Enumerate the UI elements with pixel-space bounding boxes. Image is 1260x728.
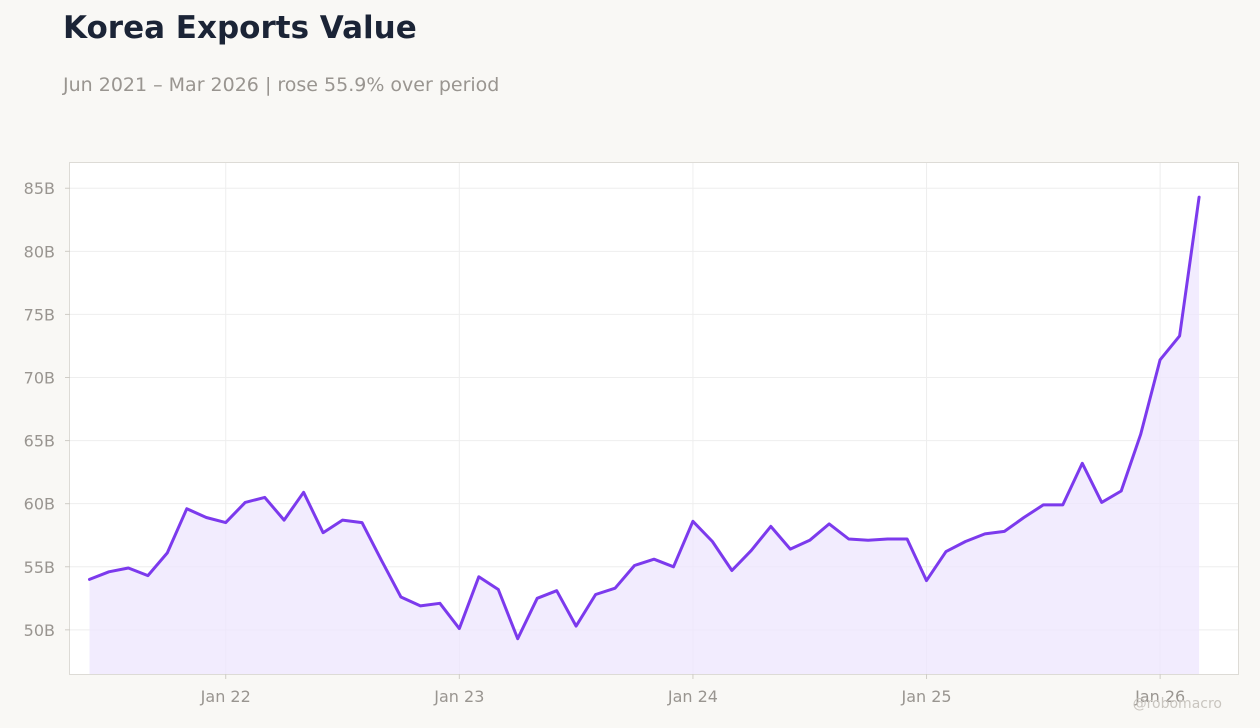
data-point xyxy=(418,604,422,608)
data-point xyxy=(925,579,929,583)
data-point xyxy=(1041,503,1045,507)
data-point xyxy=(126,566,130,570)
data-point xyxy=(1002,529,1006,533)
data-point xyxy=(302,490,306,494)
series-area-fill xyxy=(89,197,1200,674)
data-point xyxy=(788,547,792,551)
data-point xyxy=(710,540,714,544)
axis-labels: 50B 55B 60B 65B 70B 75B 80B 85B Jan 22 Jan 23 Jan … xyxy=(24,179,1186,706)
y-tick-label: 60B xyxy=(24,495,55,514)
x-tick-label: Jan 25 xyxy=(900,687,951,706)
data-point xyxy=(574,624,578,628)
data-point xyxy=(477,575,481,579)
data-point xyxy=(594,593,598,597)
data-point xyxy=(769,524,773,528)
data-point xyxy=(827,522,831,526)
data-point xyxy=(146,574,150,578)
y-tick-label: 70B xyxy=(24,368,55,387)
data-point xyxy=(944,550,948,554)
x-tick-label: Jan 24 xyxy=(667,687,718,706)
data-point xyxy=(1139,432,1143,436)
chart-title: Korea Exports Value xyxy=(63,10,417,46)
data-point xyxy=(399,595,403,599)
data-point xyxy=(263,495,267,499)
y-tick-label: 50B xyxy=(24,621,55,640)
data-point xyxy=(866,538,870,542)
series-line xyxy=(88,195,1201,641)
data-point xyxy=(496,588,500,592)
y-tick-label: 75B xyxy=(24,305,55,324)
data-point xyxy=(282,518,286,522)
data-point xyxy=(516,637,520,641)
data-point xyxy=(165,551,169,555)
data-point xyxy=(321,531,325,535)
data-point xyxy=(457,627,461,631)
data-point xyxy=(341,518,345,522)
data-point xyxy=(1119,489,1123,493)
data-point xyxy=(652,557,656,561)
data-point xyxy=(107,570,111,574)
data-point xyxy=(535,596,539,600)
data-point xyxy=(1158,358,1162,362)
y-tick-label: 65B xyxy=(24,432,55,451)
x-tick-label: Jan 22 xyxy=(200,687,251,706)
data-point xyxy=(1022,516,1026,520)
data-point xyxy=(185,507,189,511)
data-point xyxy=(691,519,695,523)
data-point xyxy=(633,564,637,568)
y-tick-label: 80B xyxy=(24,242,55,261)
data-point xyxy=(847,537,851,541)
data-point xyxy=(88,577,92,581)
x-tick-label: Jan 26 xyxy=(1134,687,1185,706)
data-point xyxy=(613,586,617,590)
data-point xyxy=(905,537,909,541)
data-point xyxy=(672,565,676,569)
data-point xyxy=(243,500,247,504)
data-point xyxy=(360,521,364,525)
data-point xyxy=(730,569,734,573)
data-point xyxy=(555,589,559,593)
data-point xyxy=(1100,500,1104,504)
data-point xyxy=(983,532,987,536)
area-layer xyxy=(88,195,1201,674)
y-tick-label: 85B xyxy=(24,179,55,198)
watermark: @robomacro xyxy=(1132,696,1222,712)
data-point xyxy=(1080,461,1084,465)
chart-subtitle: Jun 2021 – Mar 2026 | rose 55.9% over pe… xyxy=(63,74,500,96)
data-point xyxy=(1197,195,1201,199)
data-point xyxy=(808,538,812,542)
data-point xyxy=(886,537,890,541)
data-point xyxy=(380,558,384,562)
y-tick-label: 55B xyxy=(24,558,55,577)
data-point xyxy=(1061,503,1065,507)
data-point xyxy=(964,540,968,544)
data-point xyxy=(1178,334,1182,338)
data-point xyxy=(749,548,753,552)
data-point xyxy=(438,601,442,605)
data-point xyxy=(204,516,208,520)
data-point xyxy=(224,521,228,525)
x-tick-label: Jan 23 xyxy=(433,687,484,706)
